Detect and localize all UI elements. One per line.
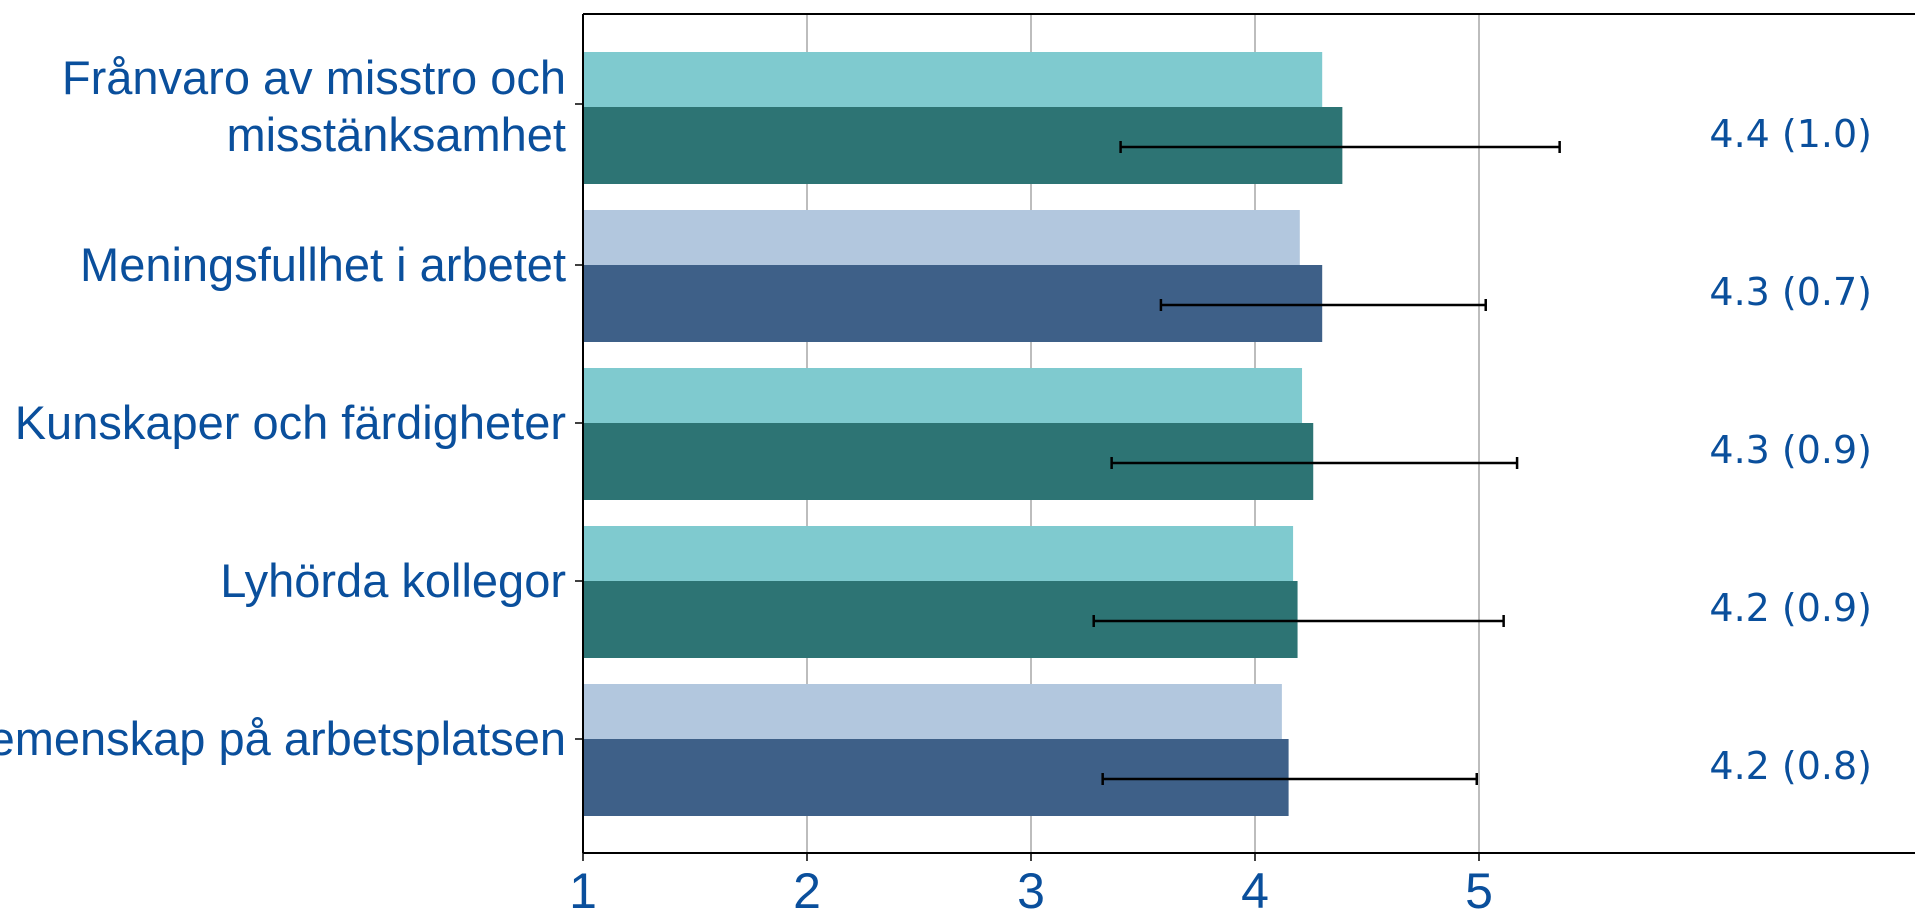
- error-bars: [1092, 141, 1561, 785]
- xtick-label-4: 4: [1241, 863, 1269, 911]
- category-label-1: Frånvaro av misstro och misstänksamhet: [62, 51, 566, 161]
- bar-series1-4: [583, 526, 1294, 581]
- value-label-1: 4.4 (1.0): [1709, 112, 1872, 156]
- xtick-label-3: 3: [1017, 863, 1045, 911]
- value-label-2: 4.3 (0.7): [1709, 270, 1872, 314]
- bar-series2-3: [583, 423, 1314, 500]
- labels: Frånvaro av misstro och misstänksamhet 4.4…: [0, 51, 1872, 911]
- category-label-2: Meningsfullhet i arbetet: [80, 238, 566, 291]
- axes: [575, 13, 1915, 861]
- bar-series1-1: [583, 52, 1323, 107]
- category-label-1-line-2: misstänksamhet: [226, 108, 566, 161]
- category-label-5: Gemenskap på arbetsplatsen: [0, 712, 566, 765]
- bar-series2-1: [583, 107, 1343, 184]
- value-label-5: 4.2 (0.8): [1709, 744, 1872, 788]
- xtick-label-2: 2: [793, 863, 821, 911]
- bar-series1-5: [583, 684, 1282, 739]
- category-label-4: Lyhörda kollegor: [220, 554, 566, 607]
- xtick-label-1: 1: [569, 863, 597, 911]
- bar-series1-3: [583, 368, 1303, 423]
- xtick-label-5: 5: [1465, 863, 1493, 911]
- value-label-3: 4.3 (0.9): [1709, 428, 1872, 472]
- bar-series2-2: [583, 265, 1323, 342]
- bar-series2-4: [583, 581, 1298, 658]
- bars: [583, 52, 1343, 816]
- bar-series2-5: [583, 739, 1289, 816]
- category-label-1-line-1: Frånvaro av misstro och: [62, 51, 566, 104]
- bar-series1-2: [583, 210, 1300, 265]
- value-label-4: 4.2 (0.9): [1709, 586, 1872, 630]
- category-label-3: Kunskaper och färdigheter: [15, 396, 566, 449]
